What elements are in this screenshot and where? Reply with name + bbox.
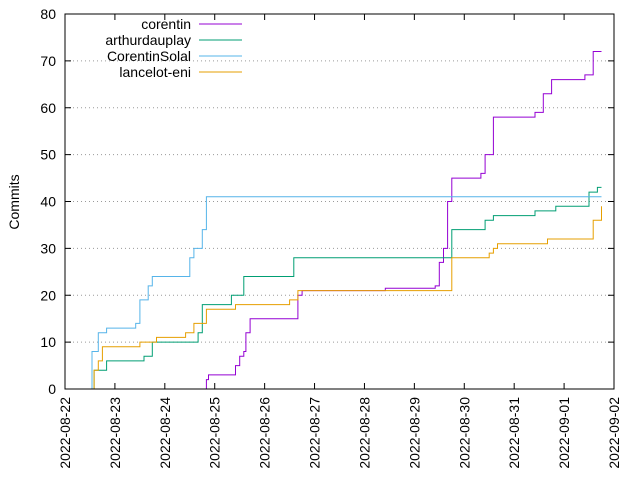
y-tick-label: 0	[48, 381, 56, 397]
y-tick-label: 10	[40, 334, 56, 350]
series-line-lancelot-eni	[90, 206, 602, 390]
legend-label: CorentinSolal	[107, 48, 191, 64]
y-tick-label: 30	[40, 240, 56, 256]
x-tick-label: 2022-08-30	[456, 397, 472, 469]
x-tick-label: 2022-08-31	[506, 397, 522, 469]
y-tick-label: 60	[40, 100, 56, 116]
legend-label: arthurdauplay	[105, 32, 191, 48]
y-axis-label: Commits	[6, 174, 22, 229]
y-axis: 0 10 20 30 40 50 60 70 80	[40, 6, 614, 397]
x-tick-label: 2022-08-26	[257, 397, 273, 469]
y-tick-label: 40	[40, 194, 56, 210]
series-line-corentin	[202, 51, 602, 390]
x-axis: 2022-08-22 2022-08-23 2022-08-24 2022-08-25…	[57, 14, 622, 469]
series-lines	[90, 51, 602, 390]
x-tick-label: 2022-08-24	[157, 397, 173, 469]
y-tick-label: 80	[40, 6, 56, 22]
x-tick-label: 2022-08-22	[57, 397, 73, 469]
x-tick-label: 2022-08-29	[406, 397, 422, 469]
x-tick-label: 2022-09-01	[556, 397, 572, 469]
series-line-corentinsolal	[90, 196, 602, 390]
x-tick-label: 2022-08-25	[207, 397, 223, 469]
legend-label: corentin	[141, 16, 191, 32]
legend-label: lancelot-eni	[119, 64, 191, 80]
y-tick-label: 20	[40, 287, 56, 303]
x-tick-label: 2022-08-23	[107, 397, 123, 469]
x-tick-label: 2022-09-02	[606, 397, 622, 469]
series-line-arthurdauplay	[90, 186, 602, 390]
x-tick-label: 2022-08-28	[356, 397, 372, 469]
legend: corentinarthurdauplayCorentinSolallancel…	[105, 16, 242, 80]
y-tick-label: 50	[40, 147, 56, 163]
y-tick-label: 70	[40, 53, 56, 69]
x-tick-label: 2022-08-27	[307, 397, 323, 469]
